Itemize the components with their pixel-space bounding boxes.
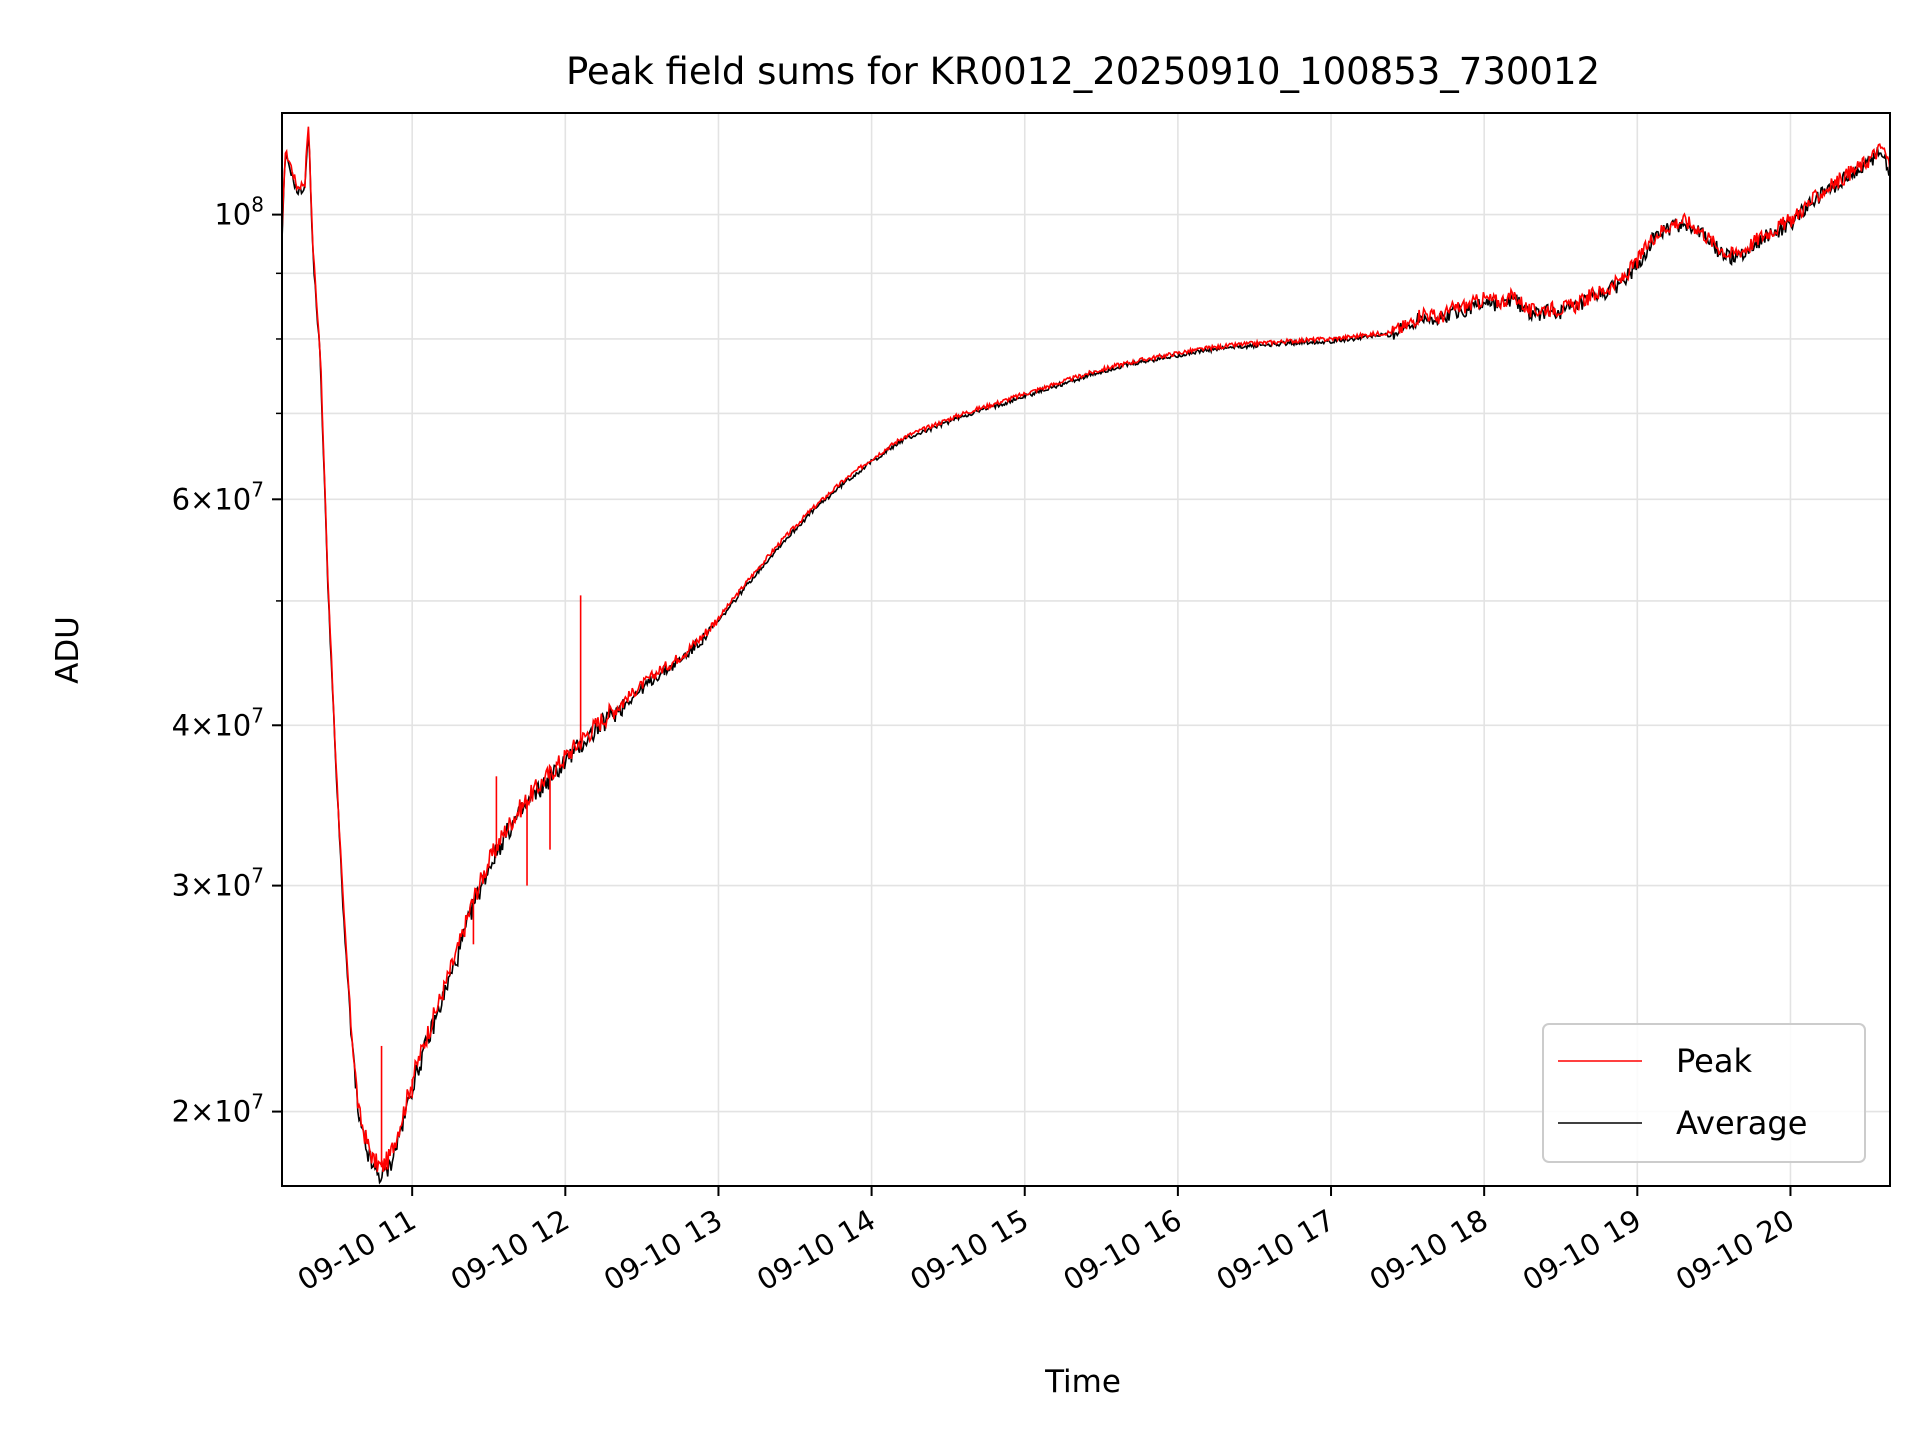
x-tick-label: 09-10 17 — [1211, 1203, 1341, 1298]
legend-label-peak: Peak — [1676, 1042, 1752, 1080]
chart-title: Peak field sums for KR0012_20250910_1008… — [566, 50, 1600, 93]
y-axis-label: ADU — [50, 616, 86, 684]
x-axis-label: Time — [1044, 1364, 1121, 1400]
y-tick-label: 6×107 — [172, 477, 264, 516]
x-axis: 09-10 11 09-10 12 09-10 13 09-10 14 09-10 15… — [292, 1186, 1800, 1297]
x-tick-label: 09-10 18 — [1364, 1203, 1494, 1298]
x-tick-label: 09-10 16 — [1057, 1203, 1187, 1298]
plot-frame — [281, 112, 1891, 1187]
x-tick-label: 09-10 20 — [1670, 1203, 1800, 1298]
x-tick-label: 09-10 19 — [1517, 1203, 1647, 1298]
series-layer — [282, 126, 1890, 1185]
series-line-peak — [282, 126, 1890, 1172]
x-tick-label: 09-10 11 — [292, 1203, 422, 1298]
x-tick-label: 09-10 14 — [751, 1203, 881, 1298]
legend: Peak Average — [1542, 1023, 1866, 1163]
y-tick-label: 4×107 — [172, 703, 264, 742]
y-axis: 2×107 3×107 4×107 6×107 108 — [172, 193, 282, 1129]
x-tick-label: 09-10 12 — [445, 1203, 575, 1298]
y-tick-label: 2×107 — [172, 1090, 264, 1129]
legend-label-average: Average — [1676, 1104, 1807, 1142]
legend-box — [1542, 1023, 1866, 1163]
x-tick-label: 09-10 13 — [598, 1203, 728, 1298]
y-tick-label: 108 — [214, 193, 264, 232]
y-tick-label: 3×107 — [172, 864, 264, 903]
x-tick-label: 09-10 15 — [904, 1203, 1034, 1298]
